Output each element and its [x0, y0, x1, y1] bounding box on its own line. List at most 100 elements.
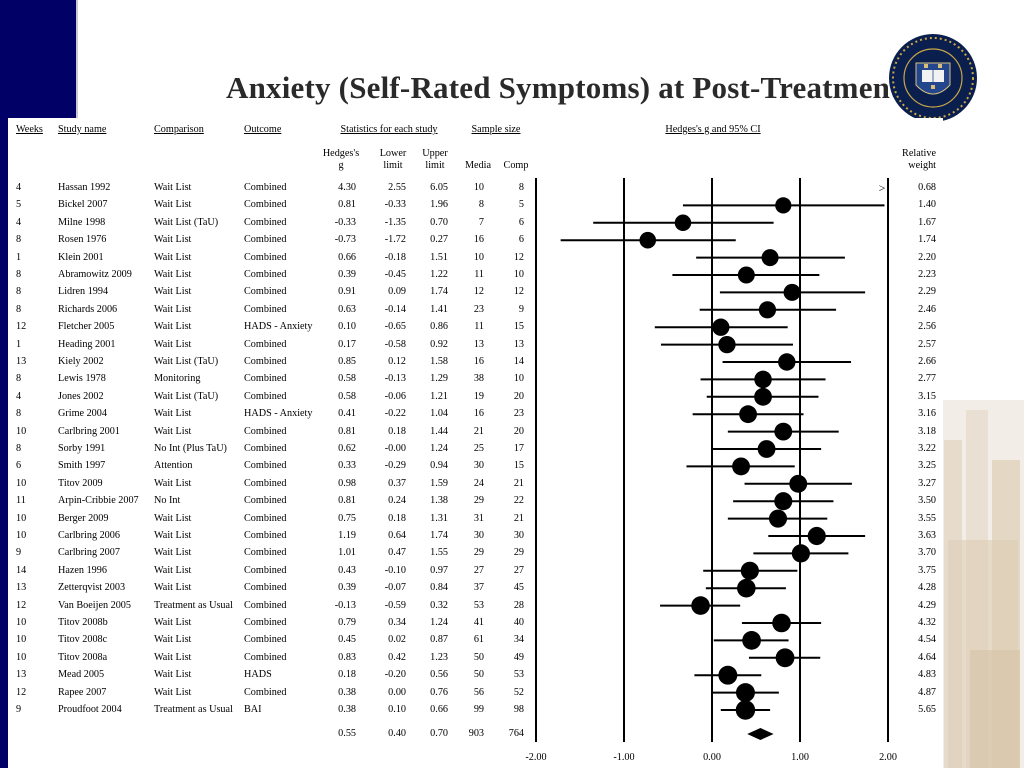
header-weight-line2: weight	[908, 160, 936, 171]
cell-weeks: 14	[16, 564, 27, 576]
cell-g: 0.38	[338, 686, 356, 698]
cell-study: Sorby 1991	[58, 443, 106, 454]
effect-marker	[718, 335, 736, 354]
cell-study: Richards 2006	[58, 303, 118, 315]
cell-lower: -1.72	[384, 234, 406, 246]
cell-lower: 0.02	[388, 634, 406, 646]
cell-g: -0.33	[334, 216, 356, 228]
cell-lower: -0.45	[384, 269, 406, 280]
cell-g: 0.81	[338, 425, 356, 437]
cell-weeks: 1	[16, 338, 22, 350]
effect-marker	[718, 665, 738, 685]
cell-lower: -0.20	[384, 669, 406, 681]
cell-weeks: 11	[16, 495, 26, 507]
cell-comparison: Treatment as Usual	[154, 599, 233, 611]
cell-upper: 1.23	[430, 651, 448, 663]
effect-marker	[768, 509, 788, 528]
cell-upper: 1.21	[430, 390, 448, 402]
cell-comparison: No Int	[154, 495, 181, 507]
cell-upper: 1.74	[430, 286, 448, 298]
pooled-diamond	[747, 728, 774, 740]
cell-lower: 0.42	[388, 651, 406, 663]
effect-marker	[712, 318, 730, 336]
cell-outcome: HADS - Anxiety	[244, 408, 313, 420]
cell-lower: -0.06	[384, 390, 406, 402]
cell-comp: 20	[513, 390, 524, 402]
cell-outcome: Combined	[244, 182, 287, 193]
cell-media: 50	[473, 651, 484, 663]
cell-outcome: Combined	[244, 686, 287, 698]
cell-comparison: Wait List	[154, 303, 192, 315]
cell-weeks: 13	[16, 582, 27, 594]
cell-g: 0.45	[338, 634, 356, 646]
cell-weight: 4.87	[918, 686, 936, 698]
header-plot-group: Hedges's g and 95% CI	[665, 124, 761, 135]
cell-g: 0.75	[338, 512, 356, 524]
header-outcome: Outcome	[244, 124, 282, 135]
cell-comp: 5	[518, 199, 524, 211]
cell-weeks: 9	[16, 547, 22, 559]
cell-weeks: 10	[16, 634, 27, 646]
cell-media: 50	[473, 669, 484, 681]
cell-study: Fletcher 2005	[58, 321, 115, 333]
cell-weeks: 4	[16, 390, 22, 402]
cell-lower: -0.22	[384, 408, 406, 420]
cell-lower: -0.13	[384, 373, 406, 385]
cell-comp: 21	[513, 512, 524, 524]
cell-comparison: Wait List	[154, 547, 192, 559]
cell-media: 16	[473, 408, 484, 420]
cell-upper: 0.94	[430, 460, 448, 472]
cell-upper: 0.84	[430, 582, 448, 594]
cell-media: 29	[473, 495, 484, 507]
cell-weight: 3.75	[918, 564, 936, 576]
cell-outcome: Combined	[244, 530, 287, 541]
cell-weeks: 8	[16, 373, 22, 385]
cell-study: Carlbring 2007	[58, 547, 120, 559]
cell-g: 0.43	[338, 564, 356, 576]
effect-marker	[789, 474, 808, 493]
forest-plot: -2.00 -1.00 0.00 1.00 2.00 >	[525, 178, 897, 763]
cell-upper: 1.04	[430, 408, 448, 420]
cell-comparison: Wait List	[154, 321, 192, 333]
summary-upper: 0.70	[430, 728, 448, 739]
cell-comp: 98	[513, 704, 524, 715]
cell-g: 0.39	[338, 269, 356, 280]
cell-comp: 10	[513, 269, 524, 280]
cell-comp: 14	[513, 356, 524, 367]
cell-upper: 1.41	[430, 303, 448, 315]
cell-g: 0.18	[338, 669, 356, 681]
cell-study: Lidren 1994	[58, 286, 109, 298]
cell-weeks: 10	[16, 530, 27, 541]
cell-g: -0.13	[334, 599, 356, 611]
header-lower-line2: limit	[383, 160, 403, 171]
cell-media: 31	[473, 512, 484, 524]
cell-lower: -0.33	[384, 199, 406, 211]
cell-comp: 27	[513, 564, 524, 576]
cell-weeks: 10	[16, 477, 27, 489]
cell-upper: 1.29	[430, 373, 448, 385]
cell-media: 10	[473, 251, 484, 263]
cell-lower: -0.07	[384, 582, 406, 594]
cell-g: 0.98	[338, 477, 356, 489]
cell-weeks: 10	[16, 512, 27, 524]
cell-comp: 29	[513, 547, 524, 559]
cell-outcome: Combined	[244, 216, 287, 228]
cell-lower: -0.65	[384, 321, 406, 333]
cell-upper: 0.27	[430, 234, 448, 246]
cell-outcome: Combined	[244, 286, 287, 298]
cell-weight: 2.77	[918, 373, 936, 385]
cell-weight: 4.28	[918, 582, 936, 594]
cell-study: Bickel 2007	[58, 199, 108, 211]
cell-weeks: 13	[16, 356, 27, 367]
cell-g: 0.58	[338, 373, 356, 385]
cell-upper: 1.59	[430, 477, 448, 489]
cell-g: 0.66	[338, 251, 356, 263]
cell-comp: 34	[513, 634, 524, 646]
cell-lower: 0.47	[388, 547, 406, 559]
cell-outcome: BAI	[244, 704, 262, 715]
cell-study: Carlbring 2001	[58, 425, 120, 437]
cell-media: 16	[473, 356, 484, 367]
cell-study: Heading 2001	[58, 338, 116, 350]
cell-comp: 20	[513, 425, 524, 437]
header-statistics-group: Statistics for each study	[340, 124, 438, 135]
